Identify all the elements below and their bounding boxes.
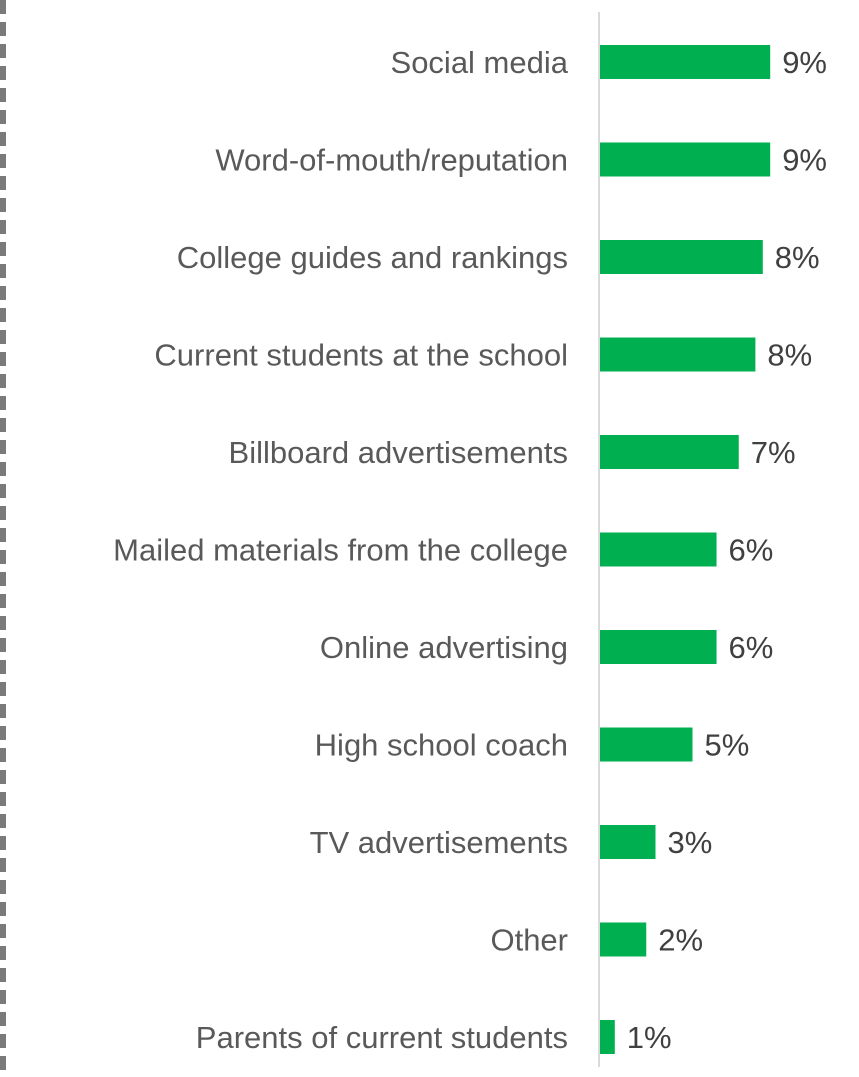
data-label: 9%	[782, 143, 827, 178]
data-label: 6%	[729, 630, 774, 665]
category-label: Mailed materials from the college	[113, 533, 568, 568]
category-label: TV advertisements	[310, 825, 568, 860]
bar	[600, 337, 756, 372]
data-label: 9%	[782, 45, 827, 80]
bar	[600, 435, 739, 469]
data-label: 2%	[658, 923, 703, 958]
category-label: Social media	[391, 45, 569, 80]
data-label: 5%	[705, 728, 750, 763]
data-label: 1%	[627, 1020, 672, 1055]
category-label: Other	[490, 923, 568, 958]
bar	[600, 240, 763, 274]
bar	[600, 45, 771, 79]
category-label: Current students at the school	[154, 338, 568, 373]
chart-rows: Social media 9% Word-of-mouth/reputation 9%…	[113, 45, 827, 1055]
bar	[600, 922, 647, 957]
category-label: Billboard advertisements	[229, 435, 568, 470]
bar	[600, 142, 771, 177]
bar	[600, 1020, 615, 1054]
category-label: College guides and rankings	[177, 240, 568, 275]
bar	[600, 630, 717, 664]
category-label: High school coach	[315, 728, 568, 763]
category-label: Parents of current students	[196, 1020, 568, 1055]
category-label: Online advertising	[320, 630, 568, 665]
data-label: 6%	[729, 533, 774, 568]
dashed-edge-divider	[0, 0, 6, 1077]
bar	[600, 727, 693, 762]
data-label: 8%	[767, 338, 812, 373]
bar	[600, 825, 656, 859]
data-label: 7%	[751, 435, 796, 470]
data-label: 3%	[668, 825, 713, 860]
category-label: Word-of-mouth/reputation	[215, 143, 568, 178]
data-label: 8%	[775, 240, 820, 275]
bar	[600, 532, 717, 567]
